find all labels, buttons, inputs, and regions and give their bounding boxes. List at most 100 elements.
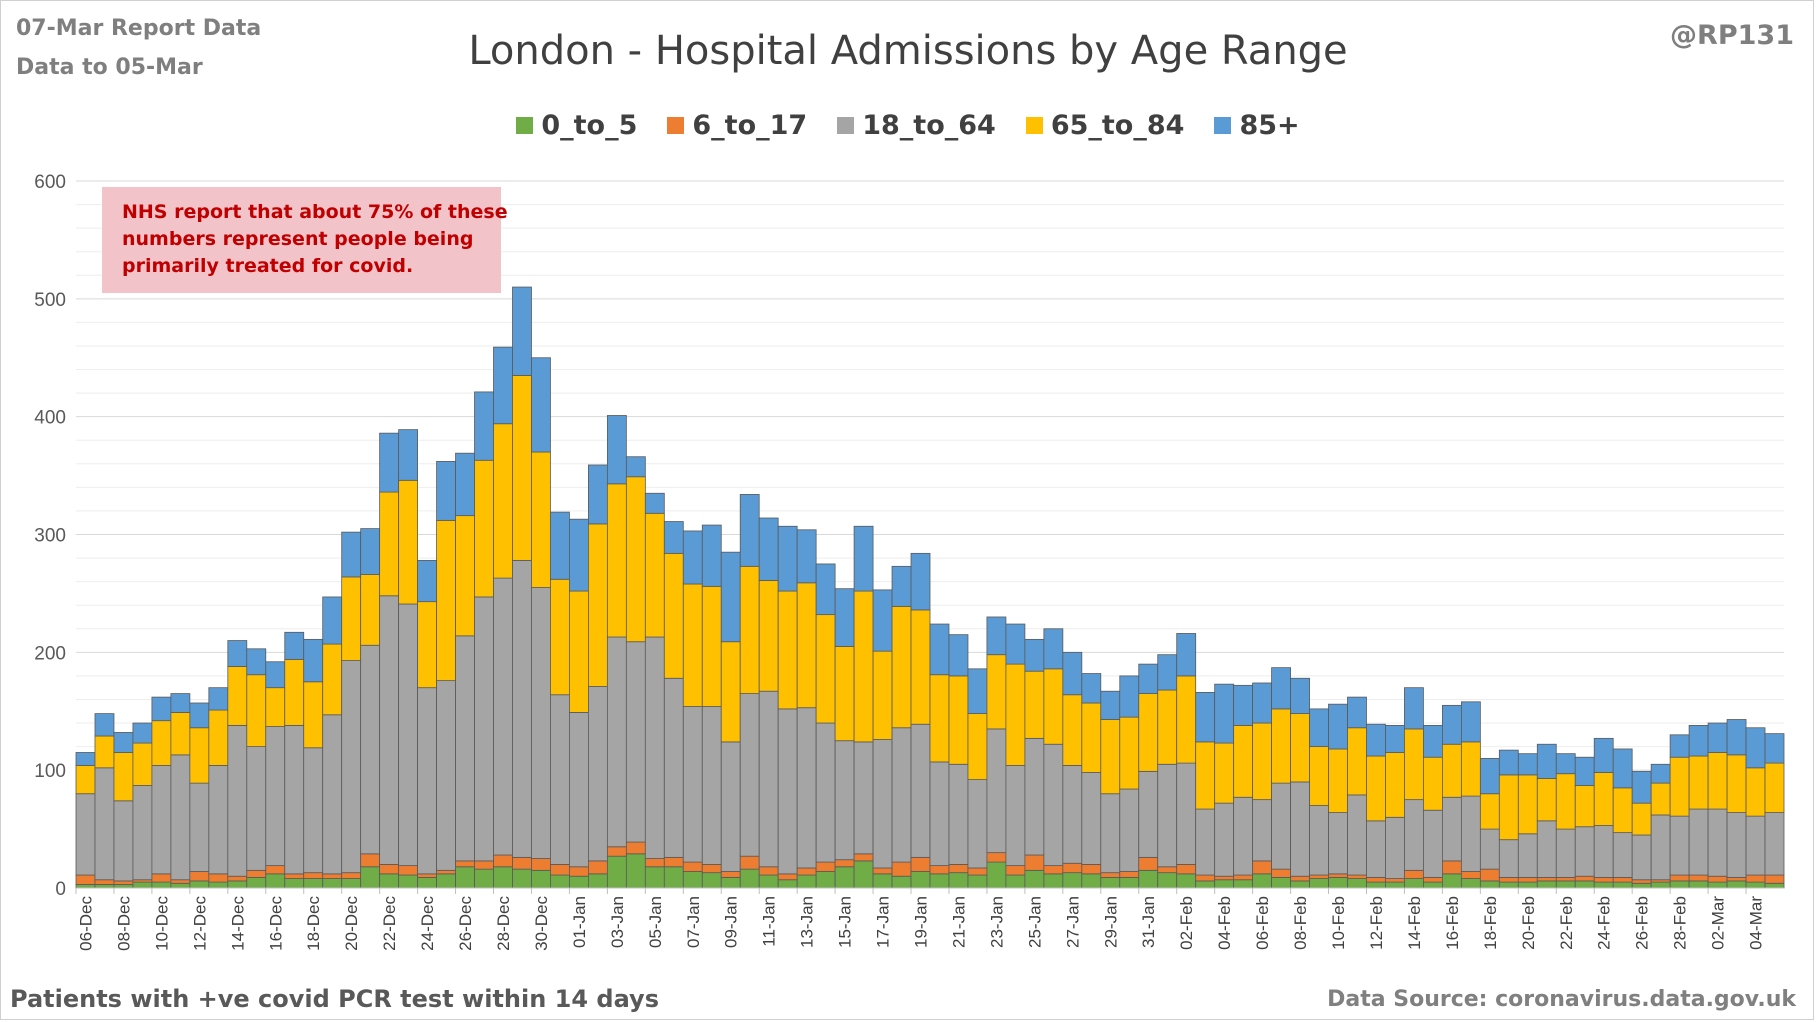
legend-label-18-to-64: 18_to_64 [862, 110, 996, 141]
bar-segment-6-to-17 [1081, 864, 1102, 875]
legend-label-85-plus: 85+ [1239, 110, 1300, 141]
bar-segment-18-to-64 [682, 706, 703, 863]
bar-segment-6-to-17 [739, 855, 760, 870]
bar-segment-18-to-64 [531, 587, 551, 859]
bar-segment-6-to-17 [796, 867, 817, 876]
bar-segment-0-to-5 [151, 881, 172, 889]
bar-segment-6-to-17 [872, 867, 893, 875]
bar-segment-18-to-64 [1423, 809, 1443, 878]
bar-segment-65-to-84 [910, 609, 931, 725]
legend-label-0-to-5: 0_to_5 [541, 110, 638, 141]
x-tick-label: 14-Dec [228, 896, 247, 951]
bar-segment-0-to-5 [379, 873, 400, 889]
bar-segment-65-to-84 [189, 727, 210, 784]
bar-segment-0-to-5 [1517, 881, 1538, 889]
bar-segment-65-to-84 [872, 650, 893, 740]
x-tick-label: 10-Feb [1329, 896, 1348, 950]
bar-segment-6-to-17 [265, 865, 286, 875]
bar-segment-85-plus [967, 668, 988, 715]
bar-segment-18-to-64 [227, 724, 248, 877]
bar-segment-85-plus [322, 596, 343, 645]
bar-segment-85-plus [75, 752, 96, 766]
bar-segment-65-to-84 [1574, 785, 1595, 828]
bar-segment-65-to-84 [1233, 724, 1254, 798]
y-tick-label: 0 [55, 879, 66, 900]
bar-segment-0-to-5 [1271, 876, 1291, 889]
x-tick-label: 06-Dec [77, 896, 96, 951]
bar-segment-18-to-64 [1631, 834, 1652, 881]
bar-segment-0-to-5 [531, 869, 551, 889]
bar-segment-6-to-17 [1574, 875, 1595, 882]
bar-segment-65-to-84 [132, 742, 153, 786]
bar-segment-6-to-17 [910, 856, 931, 872]
x-tick-label: 07-Jan [684, 896, 703, 948]
bar-segment-6-to-17 [303, 872, 324, 879]
bar-segment-6-to-17 [1764, 874, 1785, 884]
bar-segment-18-to-64 [948, 763, 969, 865]
bar-segment-0-to-5 [834, 866, 855, 889]
bar-segment-85-plus [341, 531, 362, 578]
bar-segment-0-to-5 [1290, 880, 1310, 889]
bar-segment-85-plus [1062, 651, 1083, 696]
bar-segment-65-to-84 [1214, 742, 1235, 804]
x-tick-label: 10-Dec [152, 896, 171, 951]
bar-segment-65-to-84 [1669, 756, 1690, 817]
bar-segment-0-to-5 [1555, 880, 1576, 889]
bar-segment-18-to-64 [1555, 828, 1576, 878]
y-tick-label: 600 [34, 172, 66, 193]
bar-segment-65-to-84 [929, 674, 950, 763]
x-tick-label: 26-Feb [1633, 896, 1652, 950]
bar-segment-6-to-17 [1062, 862, 1083, 874]
bar-segment-0-to-5 [398, 874, 418, 889]
bar-segment-18-to-64 [493, 577, 513, 856]
bar-segment-18-to-64 [1385, 816, 1405, 879]
bar-segment-6-to-17 [1043, 865, 1064, 875]
bar-segment-18-to-64 [1347, 794, 1367, 876]
bar-segment-0-to-5 [1081, 873, 1102, 889]
bar-segment-65-to-84 [1404, 728, 1424, 801]
author-handle: @RP131 [1670, 20, 1794, 51]
bar-segment-18-to-64 [1650, 814, 1671, 881]
bar-segment-85-plus [644, 492, 665, 514]
bar-segment-65-to-84 [322, 643, 343, 716]
y-tick-label: 100 [34, 761, 66, 782]
bar-segment-0-to-5 [929, 873, 950, 889]
bar-segment-85-plus [625, 456, 646, 478]
bar-segment-85-plus [379, 432, 400, 493]
bar-segment-18-to-64 [777, 708, 798, 875]
bar-segment-0-to-5 [758, 874, 779, 889]
bar-segment-0-to-5 [606, 855, 627, 889]
bar-segment-85-plus [1138, 663, 1159, 694]
bar-segment-85-plus [1214, 683, 1235, 744]
bar-segment-6-to-17 [1669, 874, 1690, 882]
bar-segment-0-to-5 [1745, 881, 1766, 889]
bar-segment-65-to-84 [379, 491, 400, 597]
bar-segment-6-to-17 [417, 873, 437, 878]
bar-segment-18-to-64 [1688, 808, 1709, 876]
bar-segment-85-plus [1043, 628, 1064, 670]
bar-segment-6-to-17 [606, 846, 627, 857]
bar-segment-6-to-17 [436, 869, 456, 875]
bar-segment-65-to-84 [1309, 746, 1329, 806]
bar-segment-6-to-17 [75, 874, 96, 885]
bar-segment-0-to-5 [1479, 880, 1500, 889]
bar-segment-65-to-84 [606, 483, 627, 638]
bar-segment-85-plus [1271, 667, 1291, 710]
bar-segment-6-to-17 [341, 872, 362, 879]
bar-segment-0-to-5 [569, 875, 589, 889]
bar-segment-6-to-17 [379, 864, 400, 875]
bar-segment-85-plus [891, 565, 912, 607]
bar-segment-85-plus [170, 693, 191, 713]
legend-label-6-to-17: 6_to_17 [692, 110, 808, 141]
bar-segment-0-to-5 [1423, 881, 1443, 889]
bar-segment-65-to-84 [986, 654, 1007, 730]
bar-segment-6-to-17 [189, 871, 210, 882]
bar-segment-0-to-5 [132, 881, 153, 889]
annotation-line-2: numbers represent people being [122, 228, 474, 250]
bar-segment-0-to-5 [284, 878, 305, 889]
bar-segment-18-to-64 [872, 739, 893, 869]
bar-segment-18-to-64 [151, 765, 172, 875]
report-date-label: 07-Mar Report Data [16, 16, 262, 41]
bar-segment-0-to-5 [872, 873, 893, 889]
bar-segment-18-to-64 [796, 707, 817, 869]
